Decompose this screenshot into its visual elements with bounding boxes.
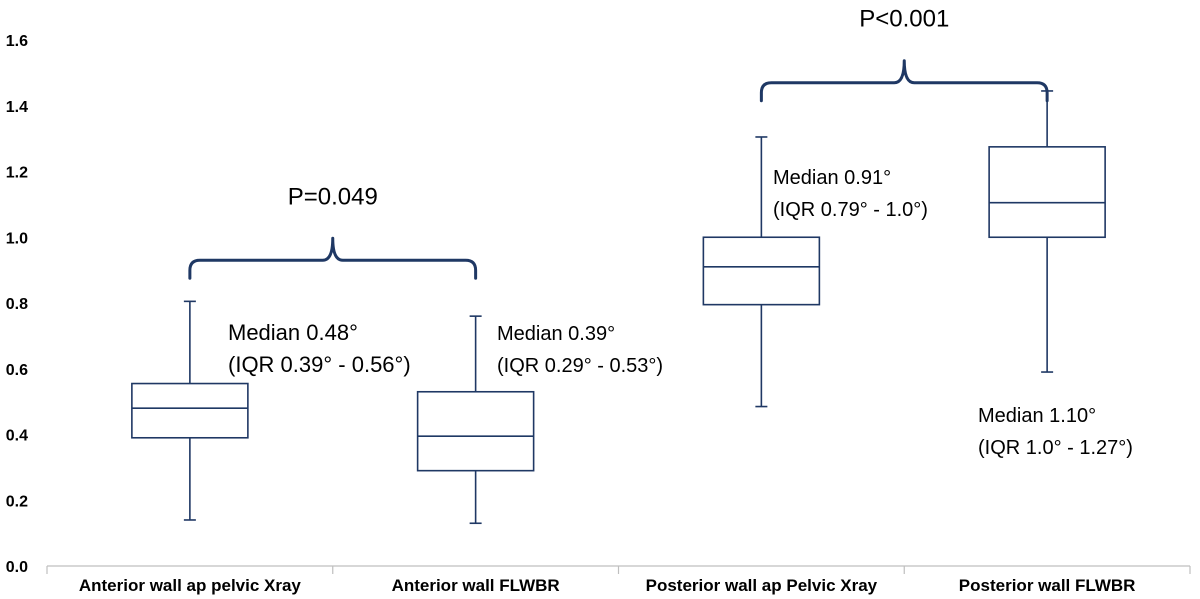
category-label: Anterior wall FLWBR [392, 576, 560, 595]
iqr-annotation: (IQR 1.0° - 1.27°) [978, 437, 1133, 459]
iqr-box [702, 236, 821, 306]
x-axis-tick-marks [46, 566, 1191, 574]
category-labels: Anterior wall ap pelvic Xray Anterior wal… [79, 576, 1136, 595]
box-2 [416, 315, 535, 525]
y-tick-label: 0.0 [6, 559, 28, 576]
p-value-label: P<0.001 [859, 6, 949, 33]
median-annotation: Median 1.10° [978, 405, 1096, 427]
comparison-brace [759, 59, 1049, 103]
category-label: Posterior wall FLWBR [959, 576, 1136, 595]
median-annotation: Median 0.91° [773, 167, 891, 189]
iqr-box [416, 390, 535, 472]
y-axis-tick-labels: 0.0 0.2 0.4 0.6 0.8 1.0 1.2 1.4 1.6 [6, 33, 28, 576]
iqr-annotation: (IQR 0.39° - 0.56°) [228, 352, 411, 377]
y-tick-label: 0.6 [6, 362, 28, 379]
comparison-brace [188, 236, 478, 280]
box-3 [702, 136, 821, 408]
median-annotations: Median 0.48° (IQR 0.39° - 0.56°) Median 0.… [228, 167, 1133, 459]
category-label: Anterior wall ap pelvic Xray [79, 576, 302, 595]
iqr-annotation: (IQR 0.79° - 1.0°) [773, 199, 928, 221]
y-tick-label: 1.0 [6, 230, 28, 247]
comparison-braces: P=0.049 P<0.001 [188, 6, 1049, 280]
median-annotation: Median 0.48° [228, 320, 358, 345]
y-tick-label: 1.2 [6, 165, 28, 182]
p-value-label: P=0.049 [288, 183, 378, 210]
boxes-layer [131, 90, 1106, 525]
iqr-annotation: (IQR 0.29° - 0.53°) [497, 355, 663, 377]
box-1 [131, 300, 249, 521]
y-tick-label: 1.6 [6, 33, 28, 50]
y-tick-label: 0.8 [6, 296, 28, 313]
y-tick-label: 1.4 [6, 99, 28, 116]
box-4 [988, 90, 1106, 373]
y-tick-label: 0.2 [6, 493, 28, 510]
iqr-box [988, 146, 1106, 239]
iqr-box [131, 382, 249, 439]
median-annotation: Median 0.39° [497, 323, 615, 345]
y-tick-label: 0.4 [6, 428, 28, 445]
category-label: Posterior wall ap Pelvic Xray [646, 576, 878, 595]
